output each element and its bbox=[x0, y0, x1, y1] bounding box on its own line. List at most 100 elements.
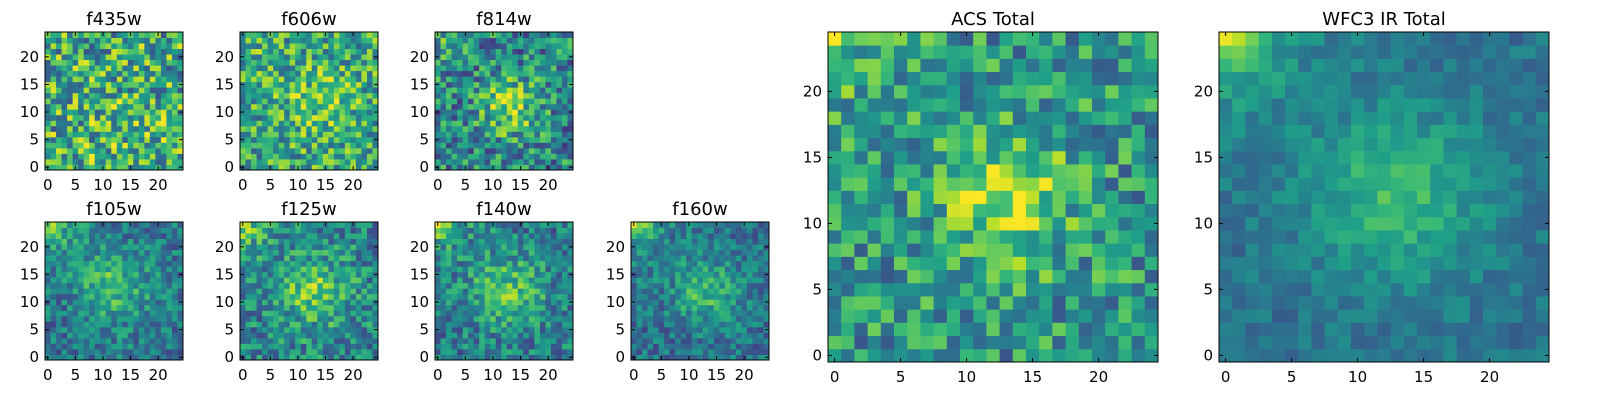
f435w-cell bbox=[160, 98, 167, 105]
acs-total-cell bbox=[894, 322, 908, 337]
f160w-cell bbox=[713, 293, 720, 300]
f140w-cell bbox=[517, 337, 524, 344]
f435w-cell bbox=[67, 48, 74, 55]
f160w-cell bbox=[735, 266, 742, 273]
f140w-cell bbox=[506, 310, 513, 317]
f140w-cell bbox=[490, 288, 497, 295]
f606w-cell bbox=[251, 164, 258, 171]
f125w-cell bbox=[284, 348, 291, 355]
f435w-cell bbox=[149, 114, 156, 121]
acs-total-cell bbox=[933, 164, 948, 178]
f140w-cell bbox=[435, 343, 441, 350]
f814w-cell bbox=[501, 43, 508, 50]
f105w-cell bbox=[100, 277, 107, 284]
f160w-cell bbox=[669, 249, 676, 256]
f125w-cell bbox=[262, 222, 269, 228]
f105w-cell bbox=[61, 310, 68, 317]
f160w-cell bbox=[757, 244, 764, 251]
f160w-cell bbox=[719, 260, 726, 267]
acs-total-cell bbox=[1105, 216, 1119, 231]
f435w-cell bbox=[78, 43, 85, 50]
f814w-cell bbox=[528, 43, 535, 50]
f160w-cell bbox=[664, 354, 671, 361]
f105w-cell bbox=[116, 299, 123, 306]
f125w-cell bbox=[328, 233, 335, 240]
f435w-cell bbox=[100, 125, 107, 132]
f814w-cell bbox=[479, 48, 486, 55]
f160w-cell bbox=[647, 266, 654, 273]
f814w-cell bbox=[556, 147, 563, 154]
f105w-cell bbox=[144, 266, 151, 273]
f125w-cell bbox=[328, 288, 335, 295]
acs-total-cell bbox=[1039, 269, 1053, 284]
f435w-cell bbox=[127, 37, 134, 44]
f105w-cell bbox=[171, 271, 178, 278]
f814w-cell bbox=[490, 109, 497, 116]
f435w-cell bbox=[116, 43, 123, 50]
acs-total-cell bbox=[1105, 269, 1119, 284]
f160w-cell bbox=[686, 304, 693, 311]
f606w-cell bbox=[289, 98, 296, 105]
f105w-cell bbox=[127, 332, 134, 339]
f140w-cell bbox=[468, 321, 475, 328]
f125w-cell bbox=[256, 321, 263, 328]
f160w-cell bbox=[702, 271, 709, 278]
acs-total-cell bbox=[1078, 203, 1093, 218]
f105w-cell bbox=[78, 233, 85, 240]
f814w-cell bbox=[462, 48, 469, 55]
f160w-cell bbox=[680, 238, 687, 245]
f105w-cell bbox=[171, 343, 178, 350]
f814w-cell bbox=[556, 164, 563, 171]
f606w-cell bbox=[339, 158, 346, 165]
f140w-cell bbox=[451, 277, 458, 284]
f125w-cell bbox=[339, 293, 346, 300]
f125w-cell bbox=[350, 348, 357, 355]
f606w-cell bbox=[278, 98, 285, 105]
f125w-cell bbox=[366, 299, 373, 306]
f125w-cell bbox=[245, 293, 252, 300]
f125w-cell bbox=[278, 266, 285, 273]
f606w-cell bbox=[251, 153, 258, 160]
f160w-cell bbox=[636, 304, 643, 311]
f606w-cell bbox=[267, 114, 274, 121]
f606w-cell bbox=[251, 92, 258, 99]
f160w-cell bbox=[647, 222, 654, 228]
acs-total-cell bbox=[946, 322, 961, 337]
f160w-cell bbox=[680, 249, 687, 256]
f140w-cell bbox=[473, 255, 480, 262]
f105w-cell bbox=[111, 343, 118, 350]
f160w-cell bbox=[752, 277, 759, 284]
f160w-cell bbox=[636, 299, 643, 306]
f125w-cell bbox=[262, 299, 269, 306]
f160w-cell bbox=[730, 255, 737, 262]
f814w-cell bbox=[479, 76, 486, 83]
f435w-cell bbox=[116, 48, 123, 55]
f125w-cell bbox=[350, 304, 357, 311]
f160w-cell bbox=[719, 282, 726, 289]
f125w-cell bbox=[267, 321, 274, 328]
f814w-cell bbox=[550, 54, 557, 61]
f814w-cell bbox=[501, 32, 508, 38]
f105w-cell bbox=[94, 249, 101, 256]
f140w-cell bbox=[495, 288, 502, 295]
f105w-cell bbox=[45, 282, 51, 289]
f140w-cell bbox=[457, 227, 464, 234]
f606w-cell bbox=[240, 43, 246, 50]
f105w-cell bbox=[94, 293, 101, 300]
f814w-cell bbox=[440, 81, 447, 88]
acs-total-cell bbox=[828, 322, 842, 337]
f105w-cell bbox=[83, 321, 90, 328]
f105w-cell bbox=[100, 343, 107, 350]
f606w-cell bbox=[251, 136, 258, 143]
f125w-cell bbox=[361, 343, 368, 350]
f435w-cell bbox=[45, 142, 51, 149]
f160w-cell bbox=[757, 321, 764, 328]
f814w-cell bbox=[479, 37, 486, 44]
f140w-cell bbox=[550, 299, 557, 306]
f606w-cell bbox=[366, 37, 373, 44]
f140w-cell bbox=[446, 354, 453, 361]
f606w-cell bbox=[311, 81, 318, 88]
f125w-cell bbox=[372, 277, 379, 284]
f140w-cell bbox=[567, 337, 574, 344]
f105w-cell bbox=[50, 304, 57, 311]
